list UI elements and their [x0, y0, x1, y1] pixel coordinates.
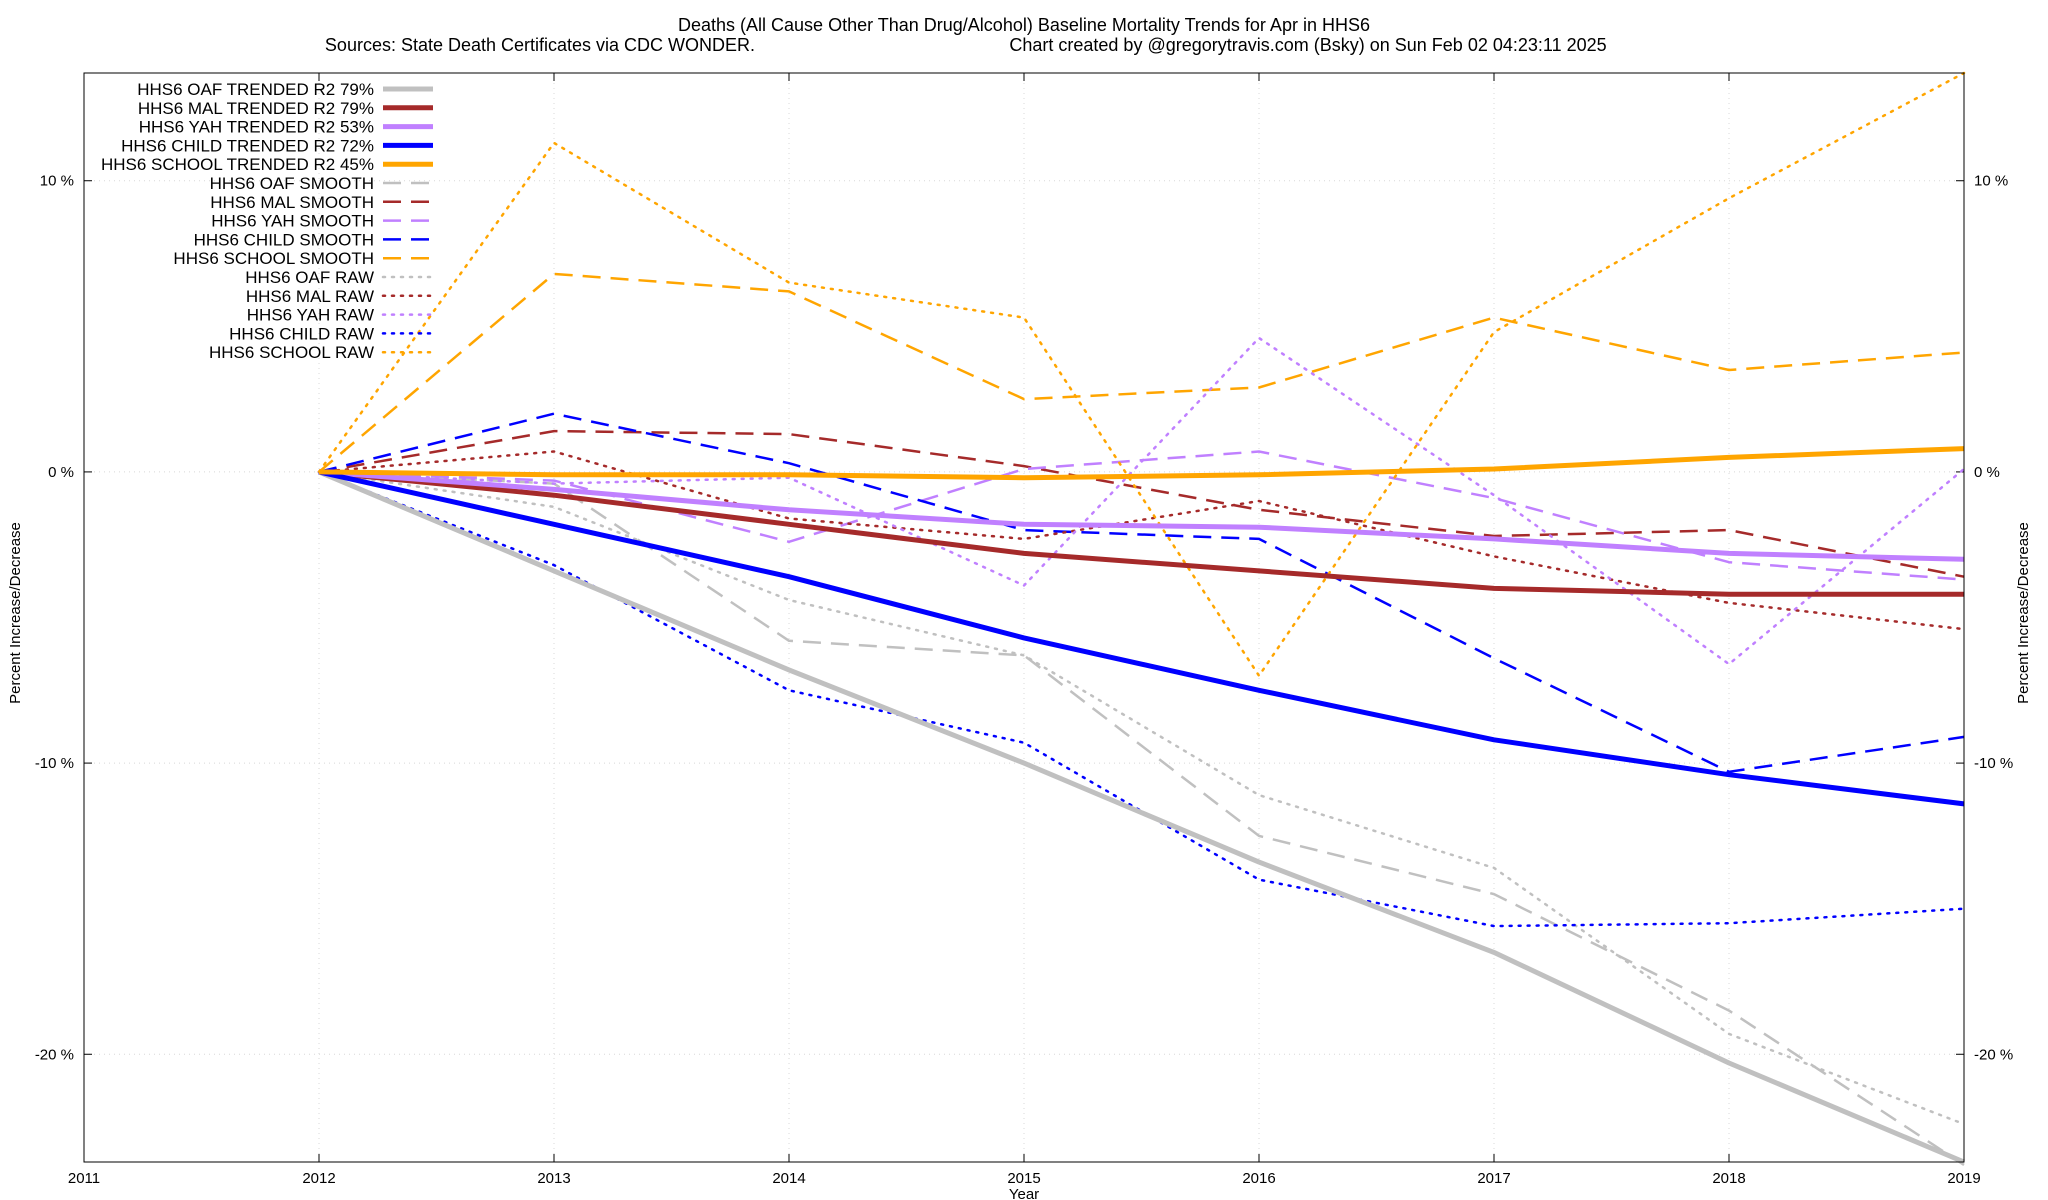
x-tick-label: 2016: [1242, 1170, 1275, 1187]
series-line: [317, 71, 1966, 677]
legend-label: HHS6 OAF TRENDED R2 79%: [137, 80, 374, 99]
series-line: [318, 469, 1965, 562]
series-line: [318, 412, 1965, 774]
legend-label: HHS6 SCHOOL SMOOTH: [173, 249, 374, 268]
legend: HHS6 OAF TRENDED R2 79%HHS6 MAL TRENDED …: [101, 80, 435, 362]
x-tick-label: 2019: [1947, 1170, 1980, 1187]
legend-label: HHS6 CHILD TRENDED R2 72%: [121, 136, 374, 155]
series-line: [318, 446, 1965, 481]
series-line: [318, 272, 1965, 473]
x-tick-label: 2018: [1712, 1170, 1745, 1187]
legend-label: HHS6 SCHOOL TRENDED R2 45%: [101, 155, 374, 174]
legend-label: HHS6 CHILD SMOOTH: [194, 230, 374, 249]
legend-label: HHS6 CHILD RAW: [229, 324, 374, 343]
chart-source: Sources: State Death Certificates via CD…: [325, 35, 755, 55]
x-tick-label: 2017: [1477, 1170, 1510, 1187]
legend-label: HHS6 YAH RAW: [247, 306, 374, 325]
series-line: [318, 469, 1965, 807]
series-line: [318, 469, 1965, 1165]
y-tick-label-right: 10 %: [1974, 173, 2008, 190]
y-axis-label-right: Percent Increase/Decrease: [2015, 522, 2032, 704]
x-tick-label: 2014: [772, 1170, 805, 1187]
legend-label: HHS6 YAH SMOOTH: [211, 212, 374, 231]
series-line: [318, 429, 1965, 578]
y-tick-label-left: 10 %: [40, 173, 74, 190]
legend-label: HHS6 MAL RAW: [246, 287, 374, 306]
x-axis-label: Year: [1009, 1186, 1039, 1200]
chart-title: Deaths (All Cause Other Than Drug/Alcoho…: [678, 15, 1370, 35]
chart-title-group: Deaths (All Cause Other Than Drug/Alcoho…: [325, 15, 1607, 55]
legend-label: HHS6 MAL TRENDED R2 79%: [138, 99, 374, 118]
legend-label: HHS6 OAF RAW: [245, 268, 374, 287]
y-tick-label-left: 0 %: [48, 464, 74, 481]
legend-label: HHS6 OAF SMOOTH: [210, 174, 374, 193]
x-tick-label: 2011: [68, 1170, 100, 1187]
series-line: [318, 469, 1964, 597]
y-tick-label-right: -10 %: [1974, 755, 2013, 772]
legend-label: HHS6 YAH TRENDED R2 53%: [139, 118, 374, 137]
legend-label: HHS6 MAL SMOOTH: [210, 193, 374, 212]
x-tick-label: 2015: [1007, 1170, 1040, 1187]
plot-border: [83, 72, 1965, 1163]
series-line: [317, 470, 1966, 928]
series-line: [317, 470, 1966, 1126]
chart-credit: Chart created by @gregorytravis.com (Bsk…: [1009, 35, 1606, 55]
plot-frame: [83, 72, 1965, 1163]
y-tick-label-left: -10 %: [35, 755, 74, 772]
series-line: [318, 470, 1965, 1166]
legend-label: HHS6 SCHOOL RAW: [209, 343, 374, 362]
series-lines: [317, 71, 1966, 1166]
y-tick-label-left: -20 %: [35, 1046, 74, 1063]
y-axis-label-left: Percent Increase/Decrease: [7, 522, 24, 704]
x-tick-label: 2012: [302, 1170, 335, 1187]
y-tick-label-right: -20 %: [1974, 1046, 2013, 1063]
x-tick-label: 2013: [537, 1170, 570, 1187]
axes: 2011 2012 2013 2014 2015 2016 2017 2018 2019 10 %…: [35, 73, 2013, 1187]
series-line: [317, 336, 1966, 666]
y-tick-label-right: 0 %: [1974, 464, 2000, 481]
